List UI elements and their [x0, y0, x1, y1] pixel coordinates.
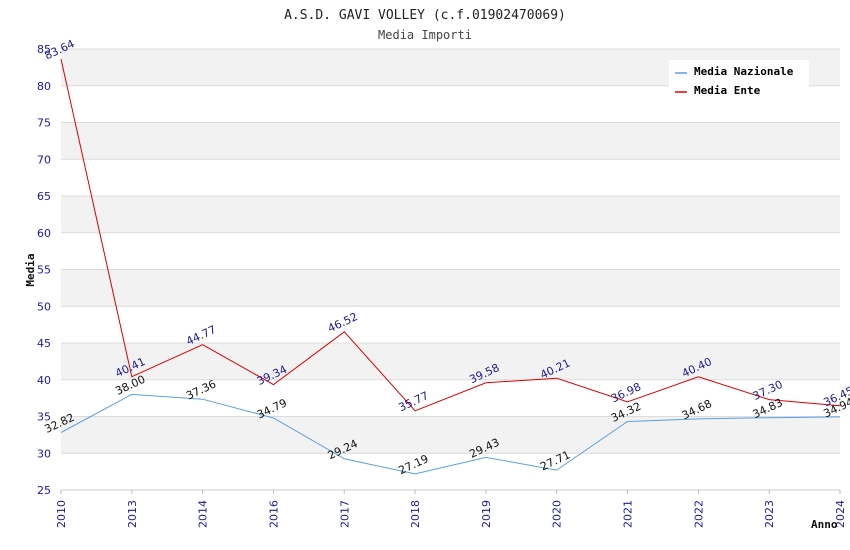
y-axis-ticks: 25 30 35 40 45 50 55 60 65 70 75 80 85: [37, 43, 51, 497]
x-tick-label: 2023: [763, 500, 776, 528]
y-tick-label: 75: [37, 117, 51, 130]
y-tick-label: 30: [37, 447, 51, 460]
grid-bands: [61, 49, 840, 490]
y-axis-label: Media: [24, 253, 37, 286]
y-tick-label: 40: [37, 374, 51, 387]
y-tick-label: 85: [37, 43, 51, 56]
grid-band: [61, 196, 840, 233]
x-tick-label: 2017: [338, 500, 351, 528]
y-tick-label: 50: [37, 300, 51, 313]
y-tick-label: 55: [37, 264, 51, 277]
grid-band: [61, 306, 840, 343]
series-lines: [60, 58, 841, 475]
y-tick-label: 35: [37, 411, 51, 424]
y-tick-label: 45: [37, 337, 51, 350]
x-tick-label: 2024: [834, 500, 847, 528]
series-line-media-ente: [60, 58, 841, 412]
x-tick-label: 2019: [480, 500, 493, 528]
grid-band: [61, 159, 840, 196]
grid-band: [61, 343, 840, 380]
legend: Media Nazionale Media Ente: [669, 60, 809, 106]
x-tick-label: 2020: [551, 500, 564, 528]
chart-subtitle: Media Importi: [378, 28, 472, 42]
grid-lines: [60, 48, 841, 494]
y-tick-label: 25: [37, 484, 51, 497]
series-line-media-nazionale: [60, 393, 841, 475]
legend-label-media-nazionale: Media Nazionale: [694, 65, 794, 78]
x-axis-ticks: 2010 2013 2014 2016 2017 2018 2019 2020 2021 2022…: [55, 500, 847, 528]
y-tick-label: 60: [37, 227, 51, 240]
grid-band: [61, 416, 840, 454]
grid-band: [61, 232, 840, 270]
x-tick-label: 2022: [692, 500, 705, 528]
y-tick-label: 80: [37, 80, 51, 93]
x-tick-label: 2021: [622, 500, 635, 528]
y-tick-label: 65: [37, 190, 51, 203]
grid-band: [61, 269, 840, 307]
grid-band: [61, 122, 840, 160]
x-tick-label: 2016: [267, 500, 280, 528]
y-tick-label: 70: [37, 153, 51, 166]
legend-label-media-ente: Media Ente: [694, 84, 761, 97]
x-tick-label: 2018: [409, 500, 422, 528]
chart-title: A.S.D. GAVI VOLLEY (c.f.01902470069): [284, 8, 566, 23]
x-tick-label: 2010: [55, 500, 68, 528]
grid-band: [61, 453, 840, 490]
legend-box: [669, 60, 809, 106]
x-tick-label: 2013: [126, 500, 139, 528]
x-axis-label: Anno: [811, 518, 838, 531]
x-tick-label: 2014: [197, 500, 210, 528]
